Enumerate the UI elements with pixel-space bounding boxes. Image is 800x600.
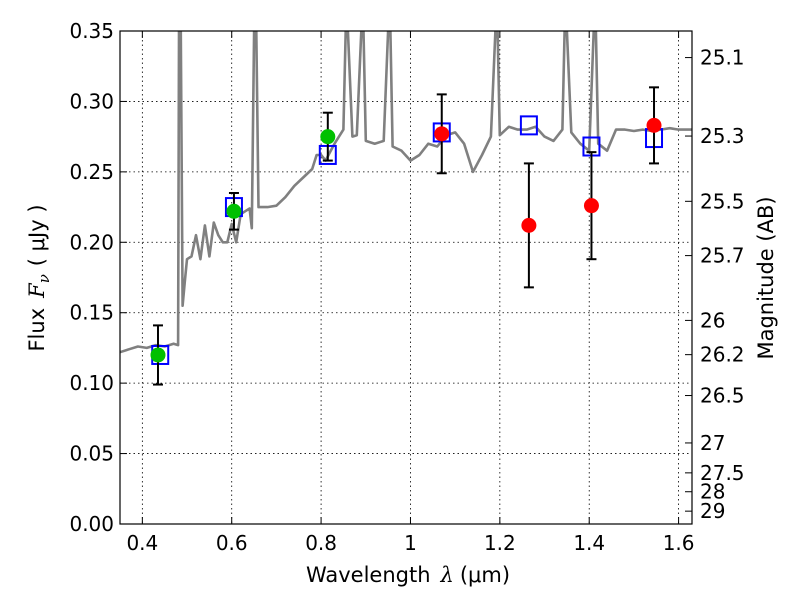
- x-axis-label: Wavelength λ (μm): [306, 563, 510, 587]
- data-point: [583, 198, 599, 214]
- magnitude-tick-label: 29: [700, 499, 725, 523]
- y-tick-label: 0.15: [69, 301, 114, 325]
- data-point: [434, 126, 450, 142]
- ticks-layer: 0.4 0.6 0.8 1 1.2 1.4 1.6 0.00 0.05 0.10 0.15 0.20 0…: [69, 19, 744, 555]
- points-layer: [150, 86, 664, 386]
- y-tick-label: 0.30: [69, 89, 114, 113]
- magnitude-tick-label: 27: [700, 431, 725, 455]
- model-photometry-square: [519, 115, 538, 136]
- magnitude-tick-label: 25.5: [700, 189, 745, 213]
- spectrum-line: [120, 31, 692, 354]
- magnitude-tick-label: 28: [700, 480, 725, 504]
- magnitude-tick-label: 26: [700, 308, 725, 332]
- y-tick-label: 0.05: [69, 442, 114, 466]
- y-tick-label: 0.00: [69, 512, 114, 536]
- data-point: [150, 347, 166, 363]
- data-point: [226, 203, 242, 219]
- y-tick-label: 0.20: [69, 230, 114, 254]
- magnitude-tick-label: 25.3: [700, 124, 745, 148]
- x-tick-label: 0.6: [216, 531, 248, 555]
- magnitude-axis-label: Magnitude (AB): [754, 196, 778, 359]
- spectrum-layer: [120, 31, 692, 354]
- x-tick-label: 0.8: [305, 531, 337, 555]
- grid: [120, 31, 692, 524]
- data-point: [521, 217, 537, 233]
- x-tick-label: 1.4: [573, 531, 605, 555]
- y-axis-label: FluxFν( μJy ): [25, 204, 53, 351]
- magnitude-tick-label: 27.5: [700, 461, 745, 485]
- data-point: [320, 129, 336, 145]
- x-tick-label: 1.2: [484, 531, 516, 555]
- x-tick-label: 1: [404, 531, 417, 555]
- magnitude-tick-label: 26.2: [700, 343, 745, 367]
- y-tick-label: 0.25: [69, 160, 114, 184]
- data-point: [646, 117, 662, 133]
- magnitude-tick-label: 25.1: [700, 46, 745, 70]
- magnitude-tick-label: 26.5: [700, 384, 745, 408]
- magnitude-tick-label: 25.7: [700, 244, 745, 268]
- y-tick-label: 0.35: [69, 19, 114, 43]
- y-tick-label: 0.10: [69, 371, 114, 395]
- plot-frame: [119, 30, 693, 525]
- x-tick-label: 0.4: [126, 531, 158, 555]
- x-tick-label: 1.6: [663, 531, 695, 555]
